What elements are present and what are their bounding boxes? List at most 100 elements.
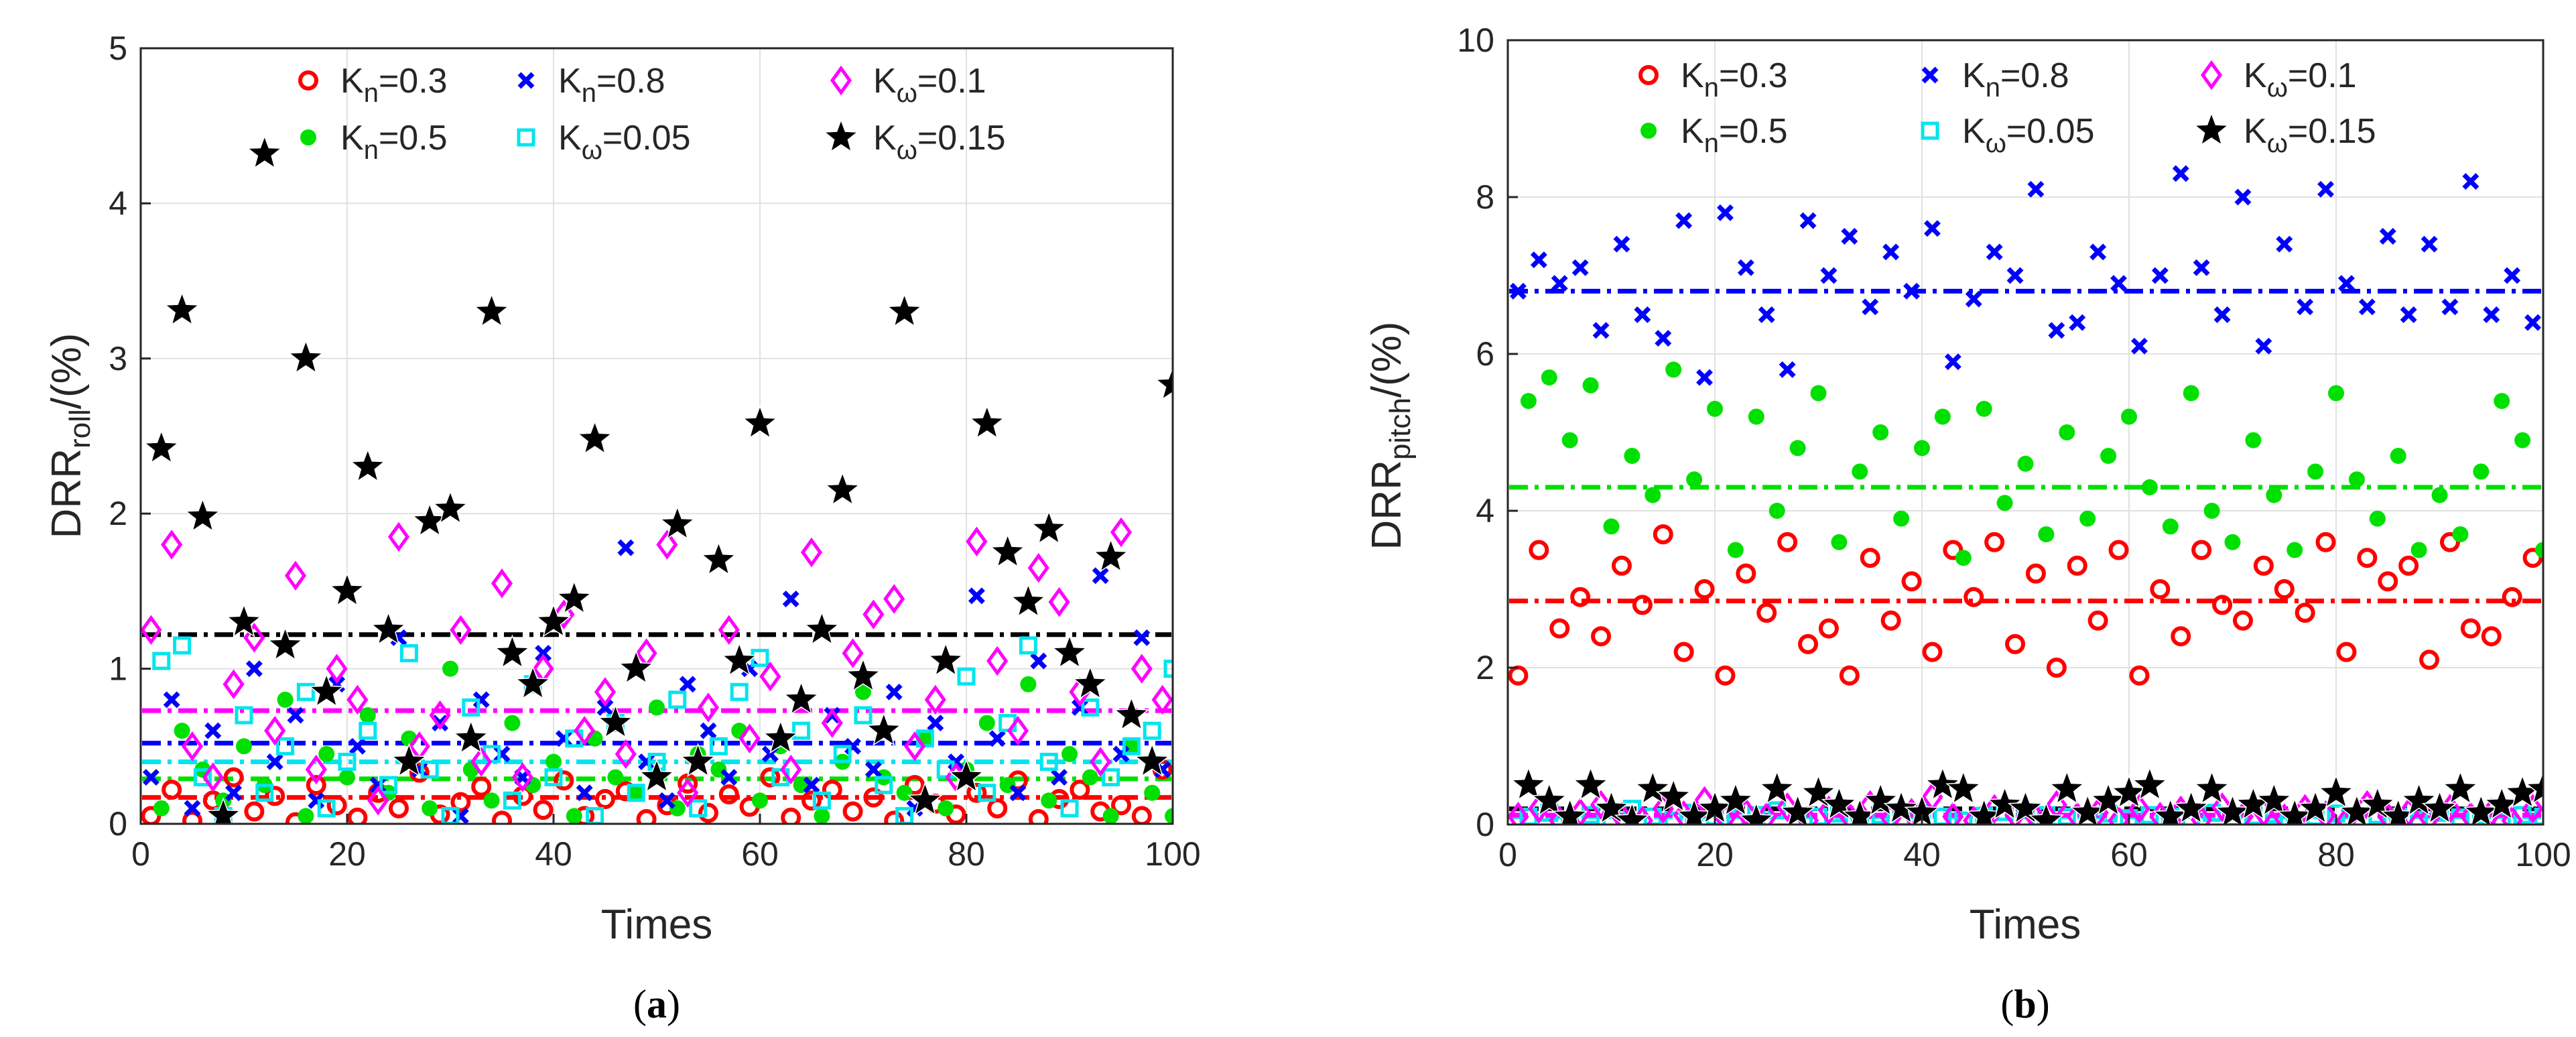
- point-a-1: [628, 784, 645, 801]
- legend-entry-a-4: Kω=0.1: [830, 62, 986, 108]
- point-a-3: [1060, 799, 1079, 818]
- point-a-1: [174, 723, 190, 739]
- point-b-5: [2318, 774, 2354, 808]
- point-a-2: [596, 698, 614, 716]
- point-a-5: [350, 448, 386, 483]
- point-b-1: [2514, 432, 2531, 448]
- point-b-5: [1986, 786, 2023, 820]
- y-axis-title-a: DRRroll/(%): [44, 333, 96, 539]
- point-a-3: [255, 784, 274, 802]
- legend-marker-a-5: [823, 118, 859, 153]
- point-b-2: [2524, 314, 2542, 331]
- legend-label-b-3: Kω=0.05: [1962, 112, 2095, 158]
- point-b-2: [1551, 275, 1568, 292]
- point-a-3: [812, 791, 831, 810]
- ticks-a: 0 20 40 60 80 100 0 1 2 3 4 5: [109, 29, 1201, 873]
- point-a-2: [988, 730, 1006, 747]
- point-b-2: [1509, 282, 1527, 300]
- legend-marker-a-4: [830, 65, 852, 96]
- point-a-5: [453, 719, 489, 754]
- point-a-0: [698, 802, 718, 823]
- x-tick-label-b: 60: [2110, 836, 2148, 873]
- point-a-5: [1010, 583, 1047, 617]
- point-b-1: [1727, 542, 1744, 558]
- point-b-2: [2317, 180, 2335, 198]
- point-a-5: [1072, 665, 1108, 700]
- point-a-1: [422, 800, 438, 816]
- point-b-5: [2442, 770, 2479, 805]
- point-a-3: [627, 784, 645, 802]
- point-a-4: [986, 646, 1009, 676]
- point-b-5: [1572, 766, 1609, 801]
- y-tick-label-b: 4: [1476, 492, 1494, 530]
- point-a-0: [182, 810, 202, 824]
- point-a-1: [545, 753, 562, 770]
- point-a-0: [781, 807, 801, 824]
- legend-marker-b-5: [2193, 111, 2230, 146]
- point-b-2: [1841, 228, 1858, 245]
- point-b-1: [2017, 455, 2034, 472]
- point-a-3: [235, 706, 253, 725]
- point-a-2: [1009, 784, 1027, 802]
- point-a-0: [265, 786, 285, 806]
- point-b-1: [2452, 526, 2469, 543]
- point-b-5: [1738, 802, 1775, 825]
- point-a-5: [803, 611, 840, 646]
- point-a-3: [957, 667, 976, 686]
- point-a-3: [1019, 636, 1037, 655]
- point-a-4: [924, 684, 946, 715]
- point-b-5: [1718, 782, 1754, 816]
- point-b-1: [1665, 361, 1682, 378]
- point-a-0: [492, 810, 512, 824]
- point-a-5: [184, 497, 221, 532]
- point-a-4: [222, 669, 245, 700]
- legend-marker-a-0: [298, 70, 318, 90]
- legend-label-a-5: Kω=0.15: [873, 119, 1006, 165]
- point-a-2: [225, 784, 243, 802]
- point-a-1: [814, 808, 830, 824]
- point-a-1: [442, 660, 458, 677]
- point-a-4: [450, 615, 472, 646]
- series-a-4: [141, 517, 1173, 816]
- legend-marker-a-2: [517, 72, 535, 89]
- point-a-0: [1028, 809, 1049, 824]
- legend-entry-b-5: Kω=0.15: [2193, 111, 2376, 158]
- point-a-0: [450, 792, 471, 812]
- point-a-5: [659, 505, 696, 540]
- point-b-2: [1882, 243, 1900, 261]
- point-b-1: [2141, 479, 2158, 495]
- point-a-5: [267, 626, 304, 661]
- point-b-2: [2400, 306, 2417, 323]
- point-b-2: [2421, 235, 2438, 253]
- point-b-1: [2162, 518, 2179, 535]
- point-b-0: [2129, 665, 2150, 686]
- point-b-2: [2069, 314, 2086, 331]
- x-tick-label-a: 80: [948, 835, 985, 873]
- point-a-4: [553, 599, 575, 629]
- point-a-4: [615, 739, 637, 770]
- point-a-3: [730, 682, 749, 701]
- x-tick-label-b: 80: [2317, 836, 2355, 873]
- y-axis-title-b: DRRpitch/(%): [1364, 322, 1417, 550]
- point-a-4: [842, 638, 864, 668]
- point-a-3: [462, 698, 480, 717]
- point-b-2: [2504, 267, 2521, 284]
- legend-entry-a-5: Kω=0.15: [823, 118, 1006, 165]
- x-axis-title-b: Times: [1970, 902, 2081, 948]
- point-a-5: [989, 533, 1026, 568]
- point-a-2: [287, 707, 304, 724]
- point-a-5: [1113, 696, 1150, 731]
- point-b-2: [2358, 298, 2376, 316]
- point-b-4: [1590, 790, 1612, 820]
- point-a-5: [287, 339, 324, 374]
- point-b-0: [2419, 650, 2440, 670]
- point-a-3: [1122, 737, 1141, 755]
- point-b-4: [1569, 798, 1592, 825]
- legend-label-b-1: Kn=0.5: [1681, 112, 1788, 158]
- point-b-4: [1508, 802, 1529, 825]
- legend-entry-b-0: Kn=0.3: [1638, 56, 1788, 103]
- point-b-5: [1531, 782, 1567, 816]
- point-b-0: [1529, 540, 1549, 560]
- point-b-5: [1758, 770, 1795, 805]
- point-b-5: [1593, 790, 1630, 825]
